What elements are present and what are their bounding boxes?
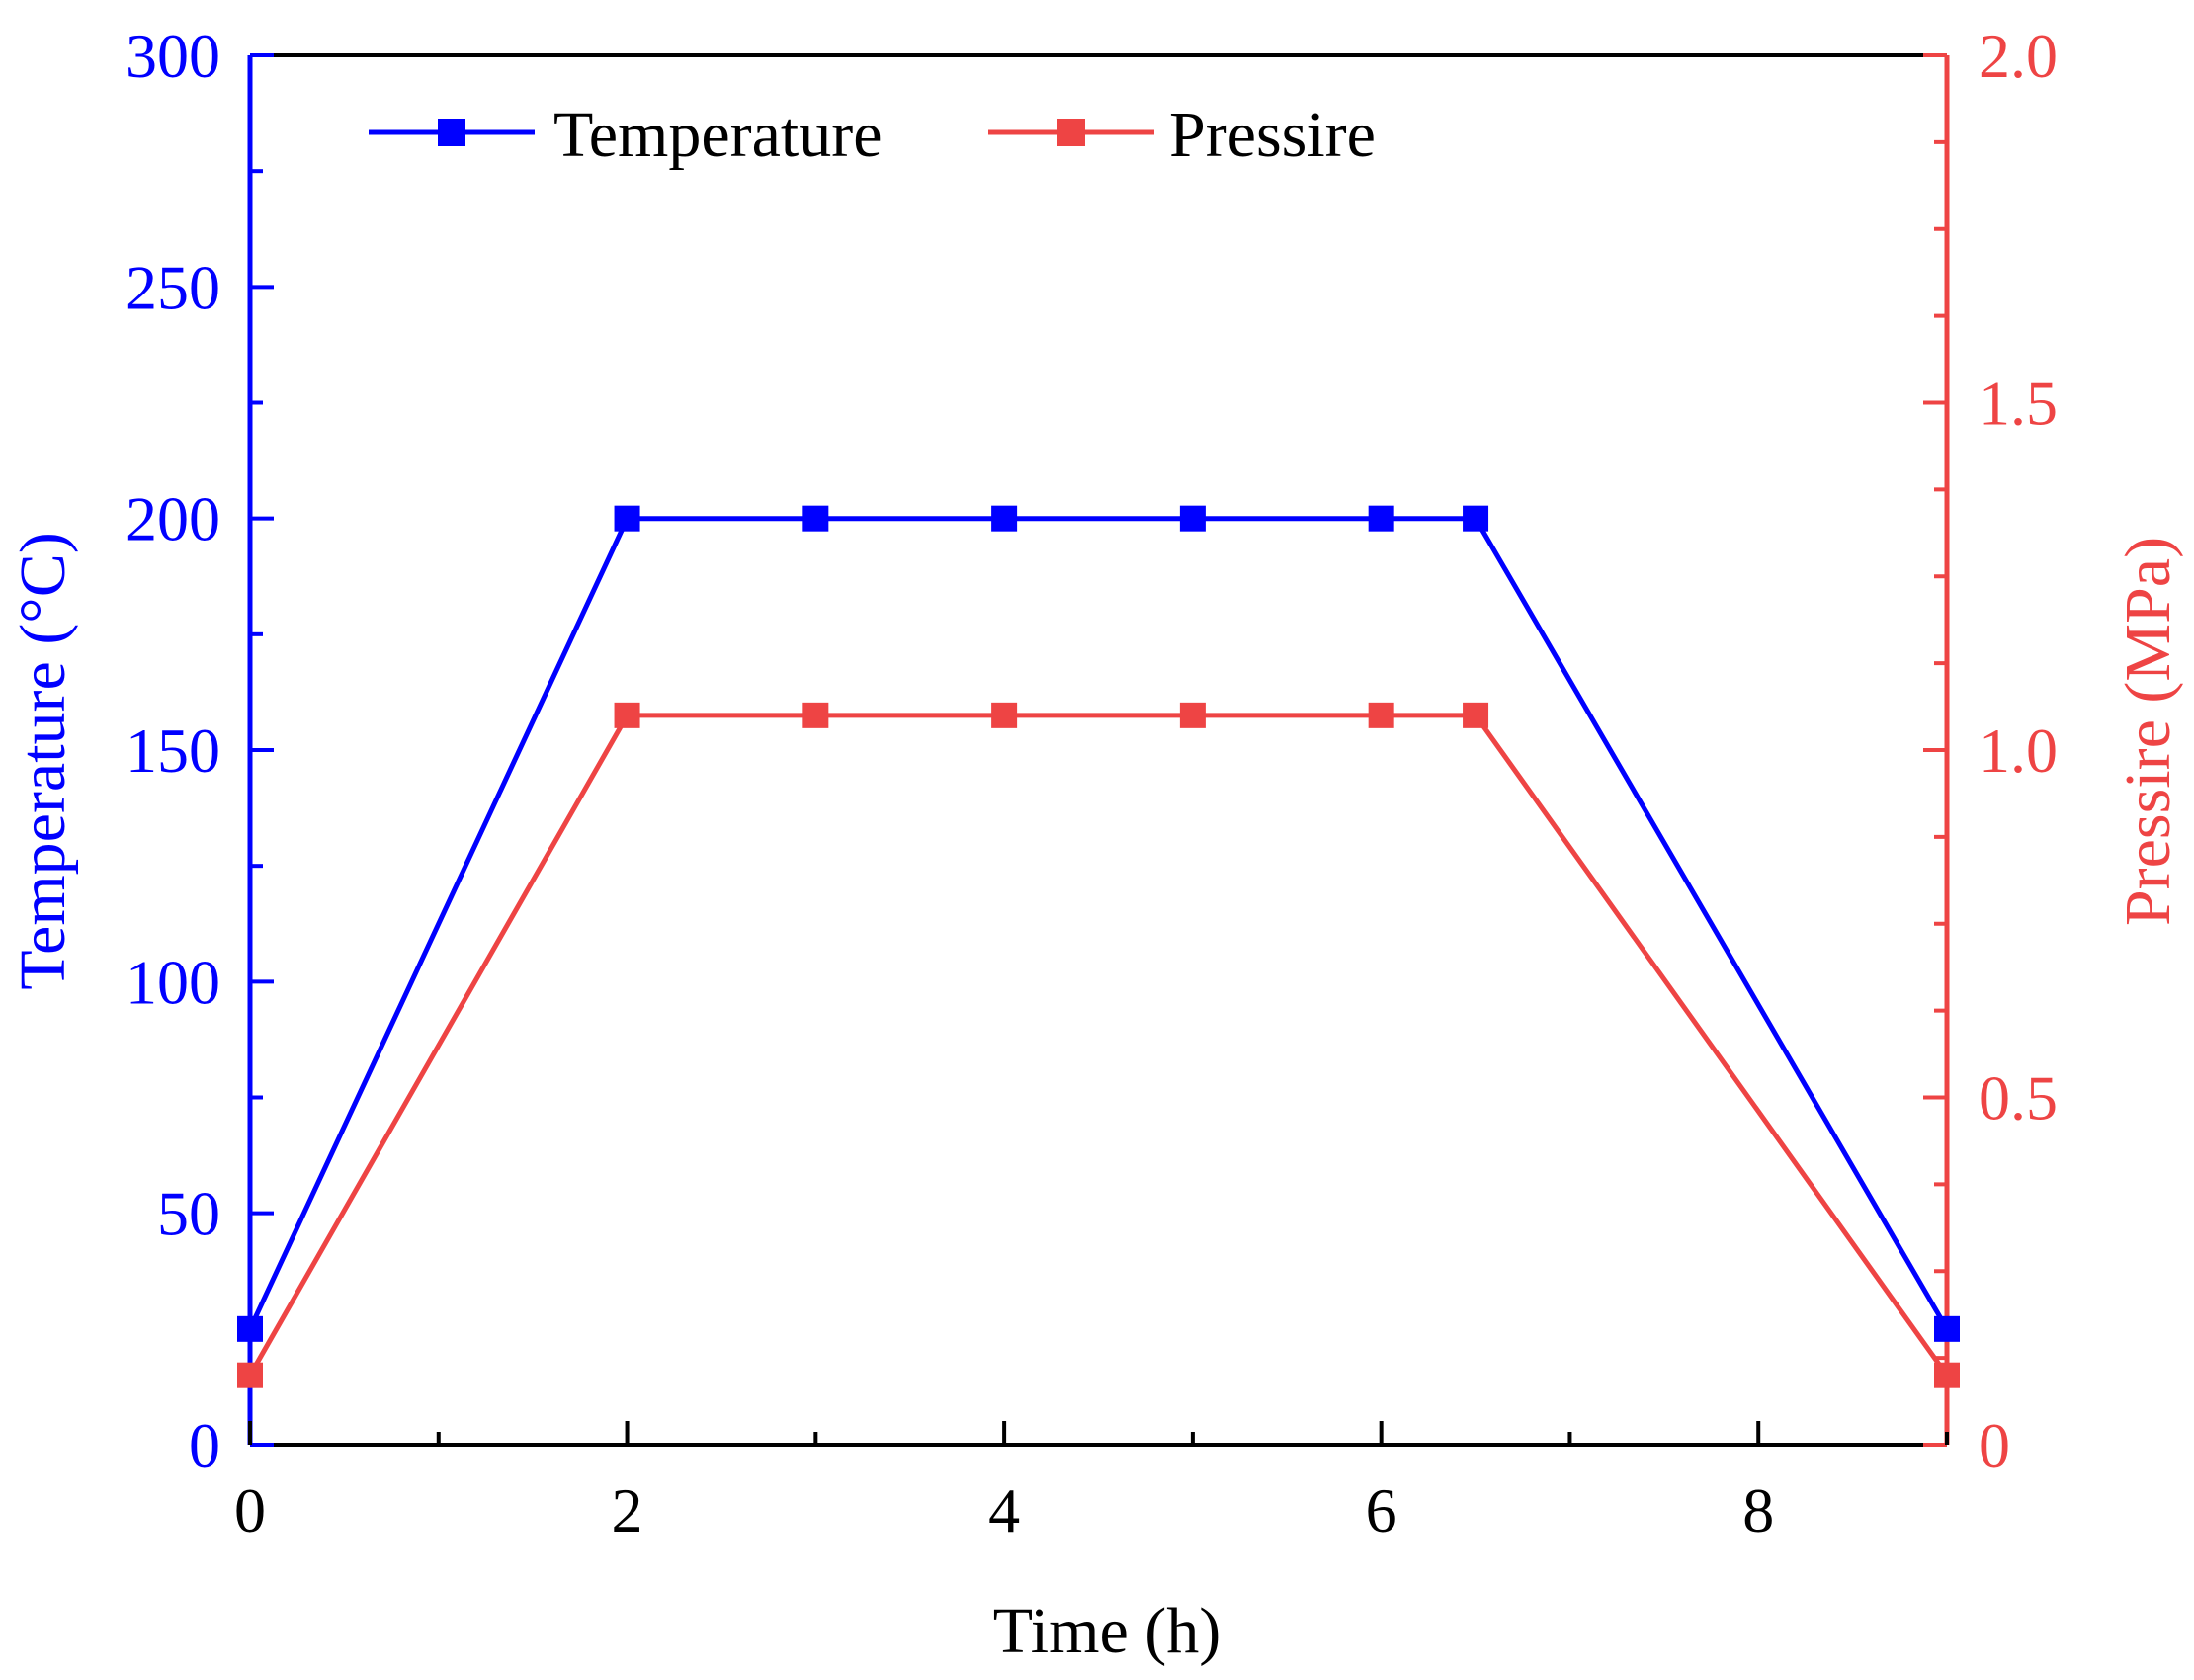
x-tick-label: 2 — [612, 1475, 643, 1546]
data-point-temperature — [614, 505, 640, 532]
data-point-temperature — [1368, 505, 1394, 532]
data-point-pressire — [1179, 702, 1206, 728]
left-tick-label: 300 — [126, 21, 220, 91]
series-line-temperature — [247, 516, 1950, 1331]
legend: Temperature Pressire — [369, 99, 1376, 171]
right-tick-label: 1.0 — [1979, 715, 2058, 786]
data-point-pressire — [237, 1362, 263, 1388]
left-axis-ticks: 0 50 100 150 200 250 300 — [126, 21, 274, 1480]
data-point-pressire — [614, 702, 640, 728]
x-axis-ticks: 0 2 4 6 8 — [234, 1421, 1949, 1546]
left-tick-label: 100 — [126, 947, 220, 1017]
x-axis-title: Time (h) — [993, 1595, 1221, 1667]
left-tick-label: 200 — [126, 484, 220, 554]
x-tick-label: 0 — [234, 1475, 266, 1546]
right-tick-label: 0.5 — [1979, 1063, 2058, 1134]
legend-label-pressire: Pressire — [1169, 99, 1376, 171]
data-point-temperature — [1934, 1315, 1960, 1342]
x-tick-label: 6 — [1366, 1475, 1397, 1546]
left-tick-label: 250 — [126, 252, 220, 322]
x-tick-label: 4 — [988, 1475, 1020, 1546]
right-axis-title: Pressire (MPa) — [2112, 537, 2184, 926]
right-tick-label: 2.0 — [1979, 21, 2058, 91]
data-point-temperature — [802, 505, 829, 532]
right-tick-label: 0 — [1979, 1410, 2010, 1480]
data-point-pressire — [1463, 702, 1489, 728]
data-point-pressire — [1368, 702, 1394, 728]
data-point-pressire — [1934, 1362, 1960, 1388]
data-point-temperature — [237, 1315, 263, 1342]
x-tick-label: 8 — [1742, 1475, 1774, 1546]
data-point-temperature — [991, 505, 1018, 532]
left-tick-label: 50 — [157, 1179, 220, 1249]
legend-marker-temperature — [438, 119, 465, 146]
data-point-pressire — [802, 702, 829, 728]
data-point-temperature — [1179, 505, 1206, 532]
right-axis-ticks: 0 0.5 1.0 1.5 2.0 — [1923, 21, 2058, 1480]
plot-frame — [247, 53, 1950, 1447]
left-tick-label: 150 — [126, 715, 220, 786]
series-line-pressire — [247, 713, 1950, 1378]
legend-label-temperature: Temperature — [553, 99, 883, 171]
series-layer — [237, 505, 1960, 1388]
left-axis-title: Temperature (°C) — [7, 532, 79, 989]
right-tick-label: 1.5 — [1979, 369, 2058, 439]
left-tick-label: 0 — [189, 1410, 220, 1480]
data-point-temperature — [1463, 505, 1489, 532]
legend-marker-pressire — [1057, 119, 1085, 146]
data-point-pressire — [991, 702, 1018, 728]
